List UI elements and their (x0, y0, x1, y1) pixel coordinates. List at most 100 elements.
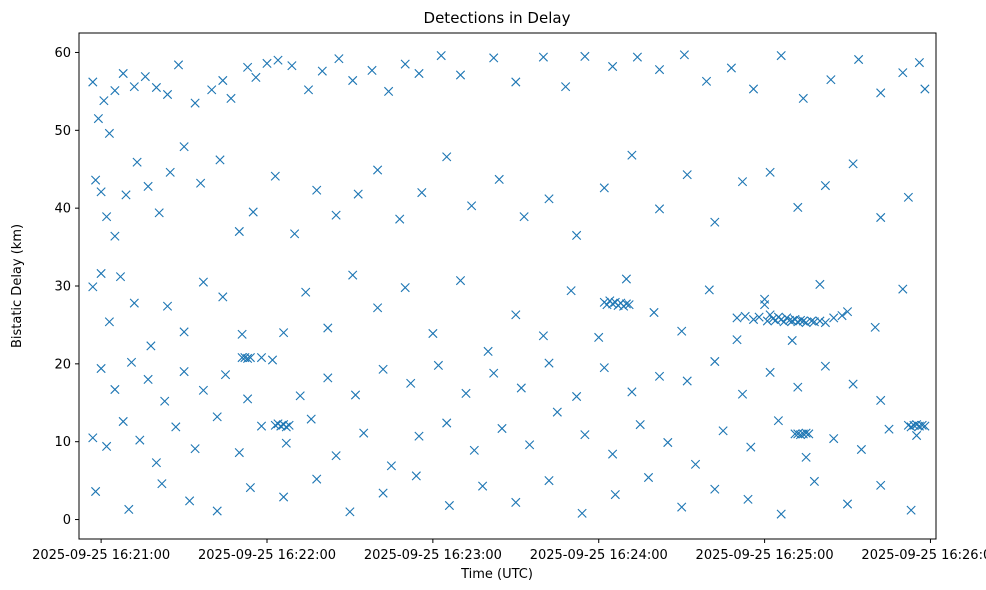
data-point (444, 500, 454, 511)
data-point (251, 72, 261, 82)
data-point (96, 187, 106, 197)
data-point (400, 59, 410, 69)
data-point (110, 86, 120, 96)
data-point (102, 441, 112, 451)
data-point (226, 93, 236, 103)
data-point (359, 428, 369, 438)
data-point (635, 420, 645, 430)
data-point (243, 62, 253, 72)
data-point (829, 313, 839, 323)
data-point (234, 226, 244, 237)
data-point (104, 128, 114, 138)
data-point (99, 96, 109, 106)
data-point (599, 363, 609, 373)
data-point (323, 373, 333, 383)
data-point (165, 167, 175, 177)
data-point (511, 497, 521, 507)
y-tick-label: 10 (54, 435, 71, 450)
data-point (737, 177, 748, 187)
data-point (494, 174, 504, 184)
data-point (525, 440, 535, 450)
data-point (538, 331, 548, 341)
data-point (331, 451, 341, 461)
data-point (467, 201, 477, 211)
data-point (544, 358, 554, 368)
data-point (143, 181, 153, 191)
y-tick-label: 30 (54, 280, 71, 295)
data-point (820, 181, 830, 191)
data-point (837, 311, 847, 321)
data-point (198, 385, 208, 395)
data-point (740, 311, 750, 321)
data-point (654, 204, 665, 214)
data-point (682, 170, 692, 180)
data-point (312, 474, 322, 484)
data-point (433, 360, 443, 370)
data-point (489, 368, 499, 378)
data-point (237, 329, 247, 339)
data-point (856, 444, 866, 455)
data-point (679, 50, 689, 60)
data-point (279, 328, 289, 338)
data-point (920, 421, 930, 431)
data-point (348, 270, 358, 280)
data-point (436, 51, 446, 61)
data-point (624, 300, 634, 310)
chart-title: Detections in Delay (424, 9, 571, 27)
data-point (290, 229, 300, 239)
data-point (732, 313, 742, 323)
y-axis: 0 10 20 30 40 50 60 (54, 46, 79, 528)
data-point (577, 508, 587, 518)
data-point (787, 335, 797, 346)
data-point (842, 307, 853, 317)
data-point (442, 418, 452, 428)
data-point (218, 292, 228, 302)
data-point (798, 316, 808, 326)
data-point (143, 374, 153, 384)
data-point (690, 459, 701, 469)
data-point (762, 316, 772, 326)
data-point (876, 88, 886, 98)
data-point (842, 499, 853, 509)
data-point (793, 382, 803, 392)
data-point (124, 504, 134, 514)
y-tick-label: 50 (54, 124, 71, 139)
data-point (737, 389, 748, 399)
data-point (367, 65, 377, 75)
data-point (442, 152, 452, 162)
data-point (395, 214, 405, 224)
data-point (516, 383, 526, 393)
data-point (566, 286, 576, 296)
data-point (411, 471, 421, 481)
data-point (207, 85, 217, 95)
data-point (580, 51, 590, 61)
data-point (809, 476, 819, 486)
data-point (608, 449, 618, 459)
data-point (406, 378, 416, 388)
data-point (323, 323, 333, 333)
data-point (93, 114, 103, 124)
data-point (110, 231, 120, 241)
data-point (373, 165, 383, 175)
data-point (544, 476, 554, 486)
data-point (312, 185, 322, 195)
data-point (135, 435, 145, 445)
data-point (154, 208, 164, 218)
data-point (243, 394, 253, 404)
data-point (876, 395, 886, 405)
data-point (270, 171, 280, 181)
x-tick-label: 2025-09-25 16:24:00 (530, 548, 668, 563)
data-point (334, 54, 344, 64)
data-point (331, 210, 341, 220)
data-point (704, 285, 714, 295)
y-tick-label: 40 (54, 202, 71, 217)
data-point (478, 481, 488, 491)
data-point (743, 494, 753, 504)
data-point (281, 438, 291, 448)
data-point (848, 379, 858, 389)
data-point (190, 98, 200, 108)
data-point (121, 190, 131, 200)
data-point (677, 502, 687, 512)
data-point (519, 212, 529, 222)
